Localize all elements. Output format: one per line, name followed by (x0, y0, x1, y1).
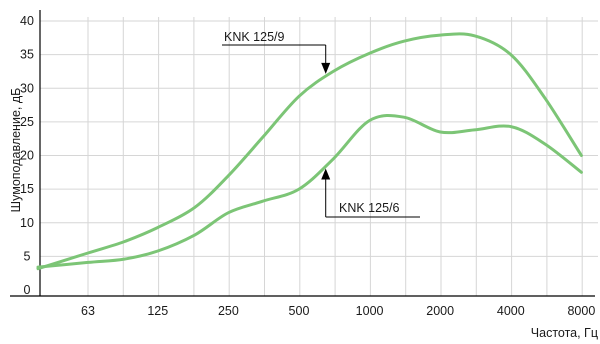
x-tick-label: 63 (81, 304, 95, 318)
x-tick-label: 125 (147, 304, 168, 318)
y-axis-title: Шумоподавление, дБ (9, 88, 23, 213)
annotations: KNK 125/9 KNK 125/6 (222, 30, 420, 218)
series-line-1 (36, 32, 583, 271)
x-axis-title: Частота, Гц (531, 326, 598, 340)
annotation-label-2: KNK 125/6 (339, 201, 400, 215)
y-tick-labels: 0 5 10 15 20 25 30 35 40 (20, 14, 34, 297)
x-tick-label: 500 (289, 304, 310, 318)
axes (10, 10, 595, 297)
x-tick-label: 250 (218, 304, 239, 318)
y-tick-label: 25 (20, 115, 34, 129)
y-tick-label: 30 (20, 81, 34, 95)
y-tick-label: 40 (20, 14, 34, 28)
y-tick-label: 35 (20, 48, 34, 62)
x-tick-labels: 63 125 250 500 1000 2000 4000 8000 (81, 304, 595, 318)
x-tick-label: 2000 (426, 304, 454, 318)
y-tick-label: 15 (20, 182, 34, 196)
arrow-head (321, 168, 331, 180)
arrow-head (321, 62, 331, 74)
y-tick-label: 20 (20, 149, 34, 163)
y-tick-label: 10 (20, 216, 34, 230)
y-tick-label: 0 (24, 283, 31, 297)
y-tick-label: 5 (24, 249, 31, 263)
grid (40, 17, 598, 296)
series-line-2 (36, 114, 583, 269)
x-tick-label: 1000 (356, 304, 384, 318)
x-tick-label: 8000 (567, 304, 595, 318)
x-tick-label: 4000 (497, 304, 525, 318)
series-lines (36, 32, 583, 271)
annotation-label-1: KNK 125/9 (224, 30, 285, 44)
